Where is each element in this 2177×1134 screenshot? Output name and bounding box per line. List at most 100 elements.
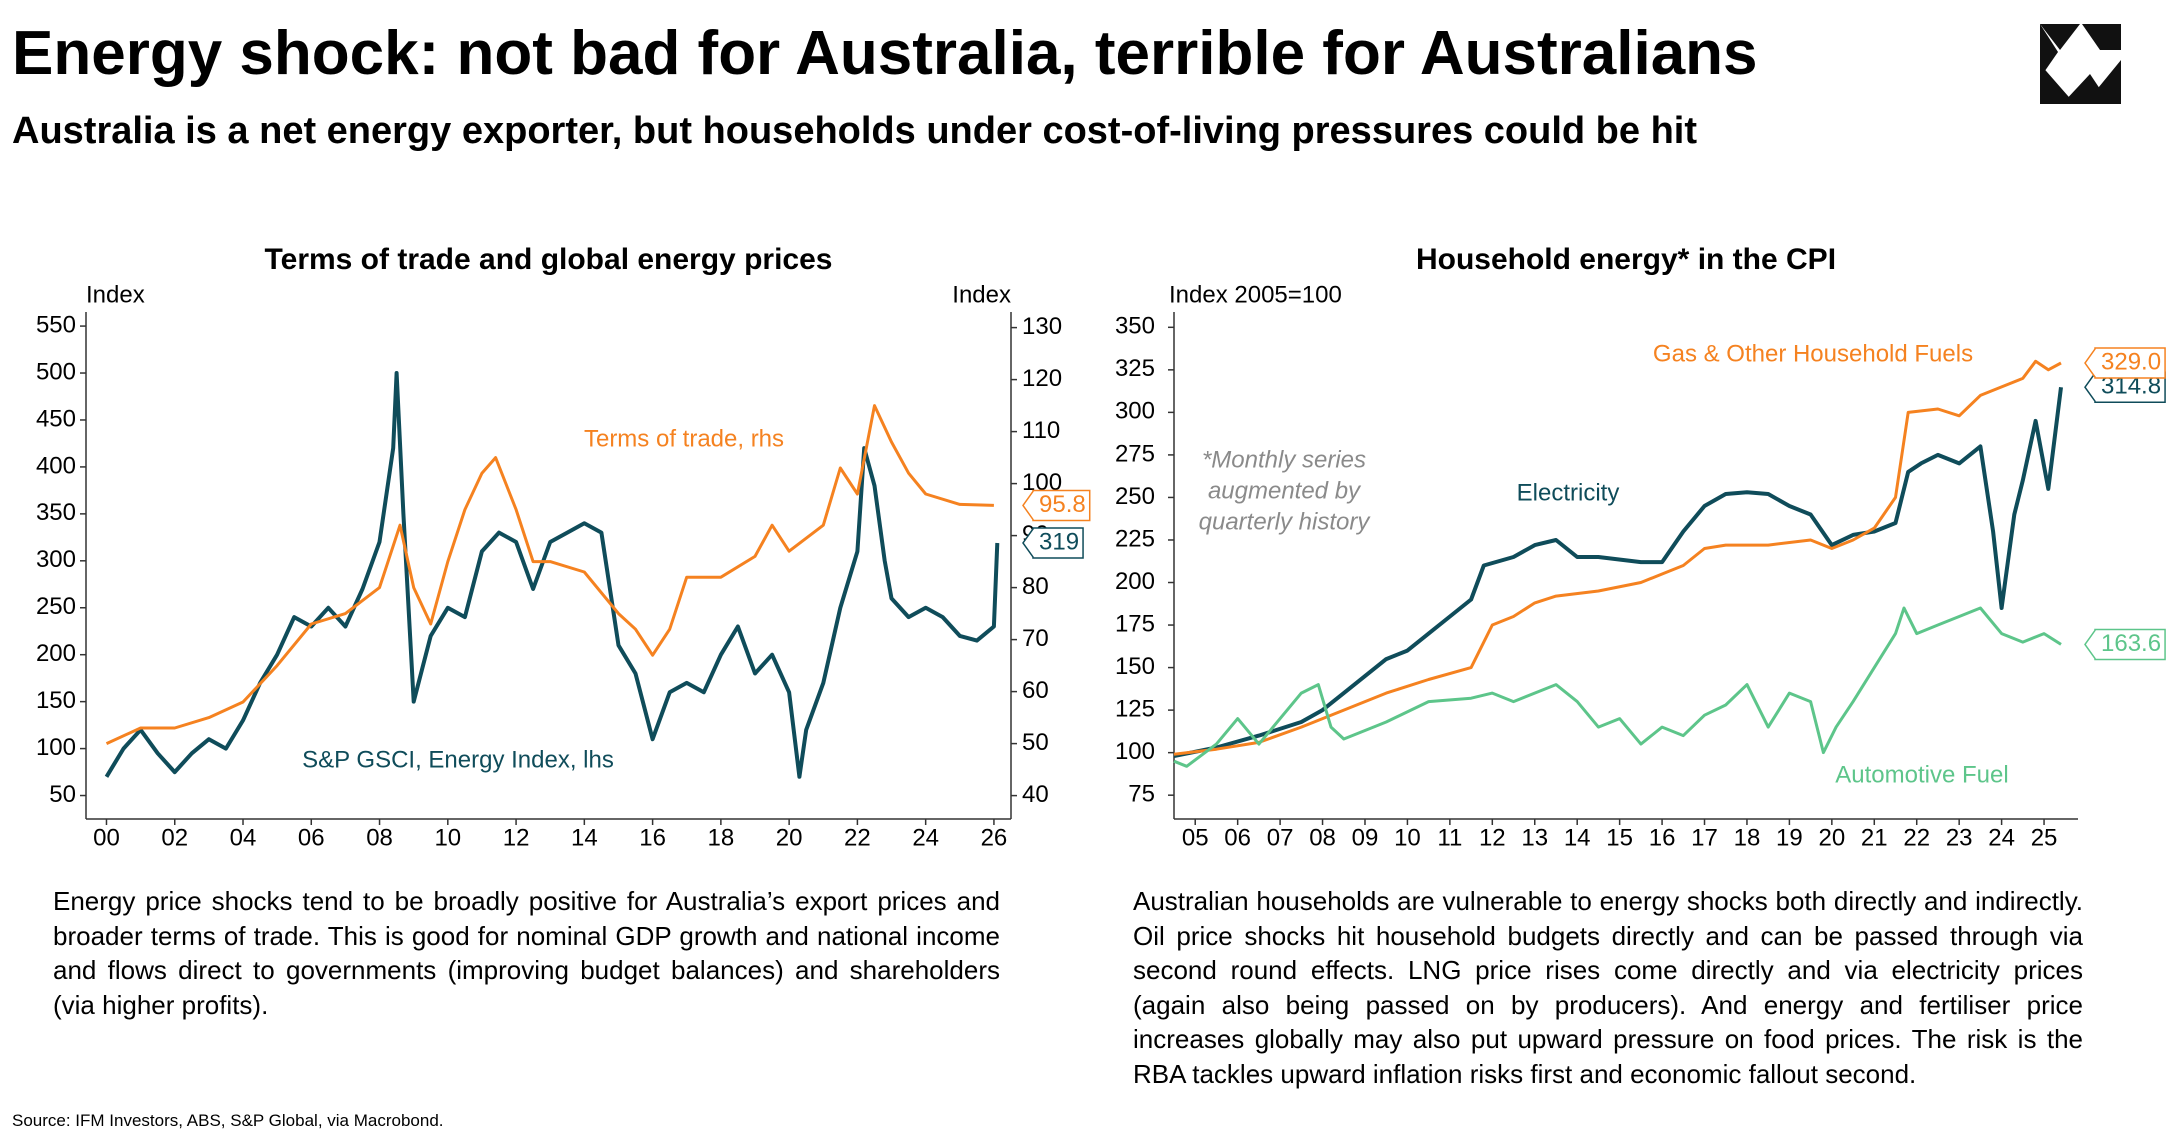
- y-tick-label: 500: [36, 358, 76, 385]
- y-axis-label: Index: [86, 281, 145, 308]
- end-value-label: 329.0: [2101, 348, 2161, 375]
- y-tick-label: 150: [1115, 653, 1155, 680]
- x-tick-label: 22: [844, 824, 871, 851]
- y2-tick-label: 70: [1022, 625, 1049, 652]
- y2-tick-label: 40: [1022, 781, 1049, 808]
- chart-title: Household energy* in the CPI: [1416, 243, 1836, 276]
- y-tick-label: 250: [1115, 483, 1155, 510]
- series-line: [1173, 386, 2063, 759]
- x-tick-label: 12: [503, 824, 530, 851]
- x-tick-label: 16: [639, 824, 666, 851]
- end-value-box: [1022, 489, 1091, 522]
- y-tick-label: 200: [1115, 568, 1155, 595]
- x-tick-label: 06: [298, 824, 325, 851]
- x-tick-label: 25: [2031, 824, 2058, 851]
- x-tick-label: 26: [981, 824, 1008, 851]
- logo: [2040, 24, 2121, 104]
- x-tick-label: 23: [1946, 824, 1973, 851]
- x-tick-label: 20: [1818, 824, 1845, 851]
- x-tick-label: 05: [1182, 824, 1209, 851]
- y-tick-label: 275: [1115, 440, 1155, 467]
- end-value-label: 95.8: [1039, 491, 1086, 518]
- y-tick-label: 450: [36, 405, 76, 432]
- y-tick-label: 350: [1115, 313, 1155, 340]
- series-line: [105, 404, 994, 745]
- page-subtitle: Australia is a net energy exporter, but …: [12, 110, 1697, 152]
- x-tick-label: 06: [1224, 824, 1251, 851]
- x-tick-label: 02: [161, 824, 188, 851]
- chart-note: augmented by: [1208, 477, 1362, 504]
- x-tick-label: 08: [1309, 824, 1336, 851]
- y-tick-label: 125: [1115, 695, 1155, 722]
- y-tick-label: 225: [1115, 525, 1155, 552]
- end-value-label: 319: [1039, 528, 1079, 555]
- y-tick-label: 300: [36, 546, 76, 573]
- y-tick-label: 400: [36, 452, 76, 479]
- y2-tick-label: 50: [1022, 729, 1049, 756]
- series-label: S&P GSCI, Energy Index, lhs: [302, 746, 614, 773]
- x-tick-label: 09: [1352, 824, 1379, 851]
- chart-note: *Monthly series: [1202, 446, 1366, 473]
- y-tick-label: 250: [36, 593, 76, 620]
- x-tick-label: 07: [1267, 824, 1294, 851]
- y2-tick-label: 110: [1022, 417, 1060, 444]
- x-tick-label: 18: [708, 824, 735, 851]
- y-tick-label: 300: [1115, 398, 1155, 425]
- x-tick-label: 21: [1861, 824, 1888, 851]
- x-tick-label: 10: [1394, 824, 1421, 851]
- x-tick-label: 15: [1606, 824, 1633, 851]
- page-title: Energy shock: not bad for Australia, ter…: [12, 19, 1758, 88]
- y-tick-label: 75: [1128, 781, 1155, 808]
- y2-tick-label: 80: [1022, 573, 1049, 600]
- x-tick-label: 24: [1988, 824, 2015, 851]
- series-line: [1173, 359, 2062, 756]
- series-line: [104, 371, 1000, 779]
- x-tick-label: 12: [1479, 824, 1506, 851]
- x-tick-label: 18: [1734, 824, 1761, 851]
- y2-tick-label: 130: [1022, 313, 1062, 340]
- x-tick-label: 08: [366, 824, 393, 851]
- series-label: Automotive Fuel: [1835, 761, 2008, 788]
- x-tick-label: 20: [776, 824, 803, 851]
- x-tick-label: 04: [230, 824, 257, 851]
- commentary: Energy price shocks tend to be broadly p…: [53, 886, 1000, 1020]
- x-tick-label: 14: [1564, 824, 1591, 851]
- series-label: Electricity: [1517, 479, 1620, 506]
- y-tick-label: 50: [49, 781, 76, 808]
- x-tick-label: 13: [1521, 824, 1548, 851]
- x-tick-label: 00: [93, 824, 120, 851]
- commentary: Australian households are vulnerable to …: [1133, 886, 2083, 1089]
- x-tick-label: 24: [912, 824, 939, 851]
- end-value-box: [2084, 628, 2166, 661]
- y-tick-label: 200: [36, 640, 76, 667]
- y2-axis-label: Index: [952, 281, 1011, 308]
- x-tick-label: 16: [1649, 824, 1676, 851]
- y-tick-label: 325: [1115, 355, 1155, 382]
- series-line: [1173, 606, 2062, 768]
- y-axis-label: Index 2005=100: [1169, 281, 1342, 308]
- x-tick-label: 19: [1776, 824, 1803, 851]
- series-label: Terms of trade, rhs: [584, 425, 784, 452]
- end-value-box: [2084, 347, 2166, 379]
- y-tick-label: 350: [36, 499, 76, 526]
- x-tick-label: 11: [1437, 824, 1462, 851]
- source: Source: IFM Investors, ABS, S&P Global, …: [12, 1111, 444, 1130]
- end-value-label: 163.6: [2101, 630, 2161, 657]
- y2-tick-label: 120: [1022, 365, 1062, 392]
- x-tick-label: 17: [1691, 824, 1718, 851]
- y-tick-label: 100: [36, 734, 76, 761]
- x-tick-label: 14: [571, 824, 598, 851]
- y-tick-label: 550: [36, 311, 76, 338]
- chart-note: quarterly history: [1199, 508, 1372, 535]
- y-tick-label: 150: [36, 687, 76, 714]
- y-tick-label: 175: [1115, 610, 1155, 637]
- x-tick-label: 10: [434, 824, 461, 851]
- x-tick-label: 22: [1903, 824, 1930, 851]
- y-tick-label: 100: [1115, 738, 1155, 765]
- chart-title: Terms of trade and global energy prices: [265, 243, 833, 276]
- series-label: Gas & Other Household Fuels: [1653, 340, 1973, 367]
- end-value-box: [1022, 527, 1084, 559]
- y2-tick-label: 60: [1022, 677, 1049, 704]
